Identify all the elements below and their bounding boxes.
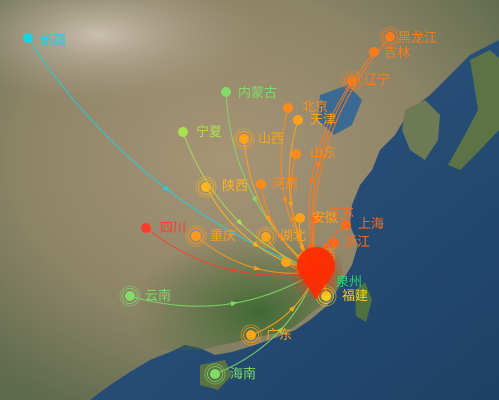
- city-labels: 新疆 黑龙江吉林辽宁内蒙古北京天津宁夏山西山东陕西 河南安徽江苏上海 四川 重庆 湖北 浙江…: [40, 31, 437, 382]
- city-label-22: 福建: [342, 289, 368, 304]
- city-label-4: 辽宁: [364, 72, 390, 88]
- city-label-7: 天津: [310, 113, 336, 128]
- city-point-16[interactable]: [141, 223, 151, 233]
- city-point-12[interactable]: [256, 179, 266, 189]
- city-label-13: 安徽: [312, 211, 338, 226]
- japan-islands: [448, 50, 499, 170]
- flow-arrow-1: [162, 185, 171, 192]
- city-point-1[interactable]: [23, 33, 33, 43]
- city-label-23: 云南: [145, 288, 171, 304]
- flow-arrow-16: [230, 267, 238, 273]
- city-label-10: 山东: [310, 146, 336, 161]
- city-label-25: 海南: [230, 366, 256, 382]
- city-label-15: 上海: [358, 217, 384, 232]
- city-label-16: 四川: [160, 221, 186, 236]
- forest-region: [120, 200, 350, 350]
- city-point-15[interactable]: [341, 220, 351, 230]
- taiwan-island: [355, 282, 372, 322]
- flow-arrow-10: [290, 216, 296, 225]
- hub-label: 泉州: [336, 274, 362, 290]
- korea-peninsula: [402, 100, 440, 160]
- city-point-3[interactable]: [369, 47, 379, 57]
- city-label-6: 北京: [302, 100, 328, 115]
- flow-line-1: [27, 37, 317, 273]
- city-point-13[interactable]: [295, 213, 305, 223]
- desert-region: [0, 0, 330, 140]
- flow-arrow-4: [309, 177, 315, 186]
- hub-marker: 泉州: [288, 244, 362, 300]
- city-point-18[interactable]: [255, 226, 277, 248]
- city-label-5: 内蒙古: [238, 85, 277, 101]
- flow-arrow-5: [251, 196, 258, 204]
- flow-arrow-11: [252, 241, 260, 248]
- city-point-10[interactable]: [291, 149, 301, 159]
- city-point-14[interactable]: [311, 214, 321, 224]
- flow-arrow-25: [277, 326, 284, 334]
- flow-arrow-12: [277, 233, 284, 241]
- city-label-12: 河南: [272, 176, 298, 192]
- city-point-7[interactable]: [293, 115, 303, 125]
- hub-pin[interactable]: [297, 246, 335, 300]
- city-label-18: 湖北: [280, 229, 306, 244]
- city-label-1: 新疆: [40, 33, 66, 49]
- flow-arrow-24: [289, 305, 296, 313]
- city-point-5[interactable]: [221, 87, 231, 97]
- city-point-20[interactable]: [281, 257, 291, 267]
- city-point-25[interactable]: [204, 363, 226, 385]
- city-label-9: 山西: [258, 132, 284, 147]
- city-point-8[interactable]: [178, 127, 188, 137]
- flow-arrow-6: [282, 196, 288, 205]
- flow-arrow-17: [253, 265, 261, 271]
- city-point-6[interactable]: [283, 103, 293, 113]
- city-point-19[interactable]: [329, 238, 339, 248]
- flow-arrow-3: [316, 162, 322, 170]
- flow-arrow-23: [230, 301, 238, 307]
- flow-line-2: [313, 36, 391, 273]
- flow-arrow-9: [264, 215, 271, 223]
- city-label-2: 黑龙江: [398, 31, 437, 46]
- flow-line-3: [311, 51, 375, 273]
- city-label-19: 浙江: [344, 235, 370, 250]
- city-label-17: 重庆: [210, 228, 236, 244]
- city-label-14: 江苏: [328, 206, 354, 222]
- city-point-4[interactable]: [341, 70, 363, 92]
- city-point-23[interactable]: [119, 285, 141, 307]
- city-label-3: 吉林: [384, 46, 410, 61]
- city-label-24: 广东: [266, 328, 292, 343]
- city-point-17[interactable]: [185, 225, 207, 247]
- city-label-11: 陕西: [222, 179, 248, 194]
- city-point-2[interactable]: [379, 26, 401, 48]
- city-point-11[interactable]: [195, 176, 217, 198]
- flow-arrow-2: [322, 153, 328, 162]
- city-label-8: 宁夏: [196, 124, 222, 140]
- city-point-24[interactable]: [240, 324, 262, 346]
- city-point-9[interactable]: [233, 128, 255, 150]
- flow-arrow-8: [236, 218, 244, 226]
